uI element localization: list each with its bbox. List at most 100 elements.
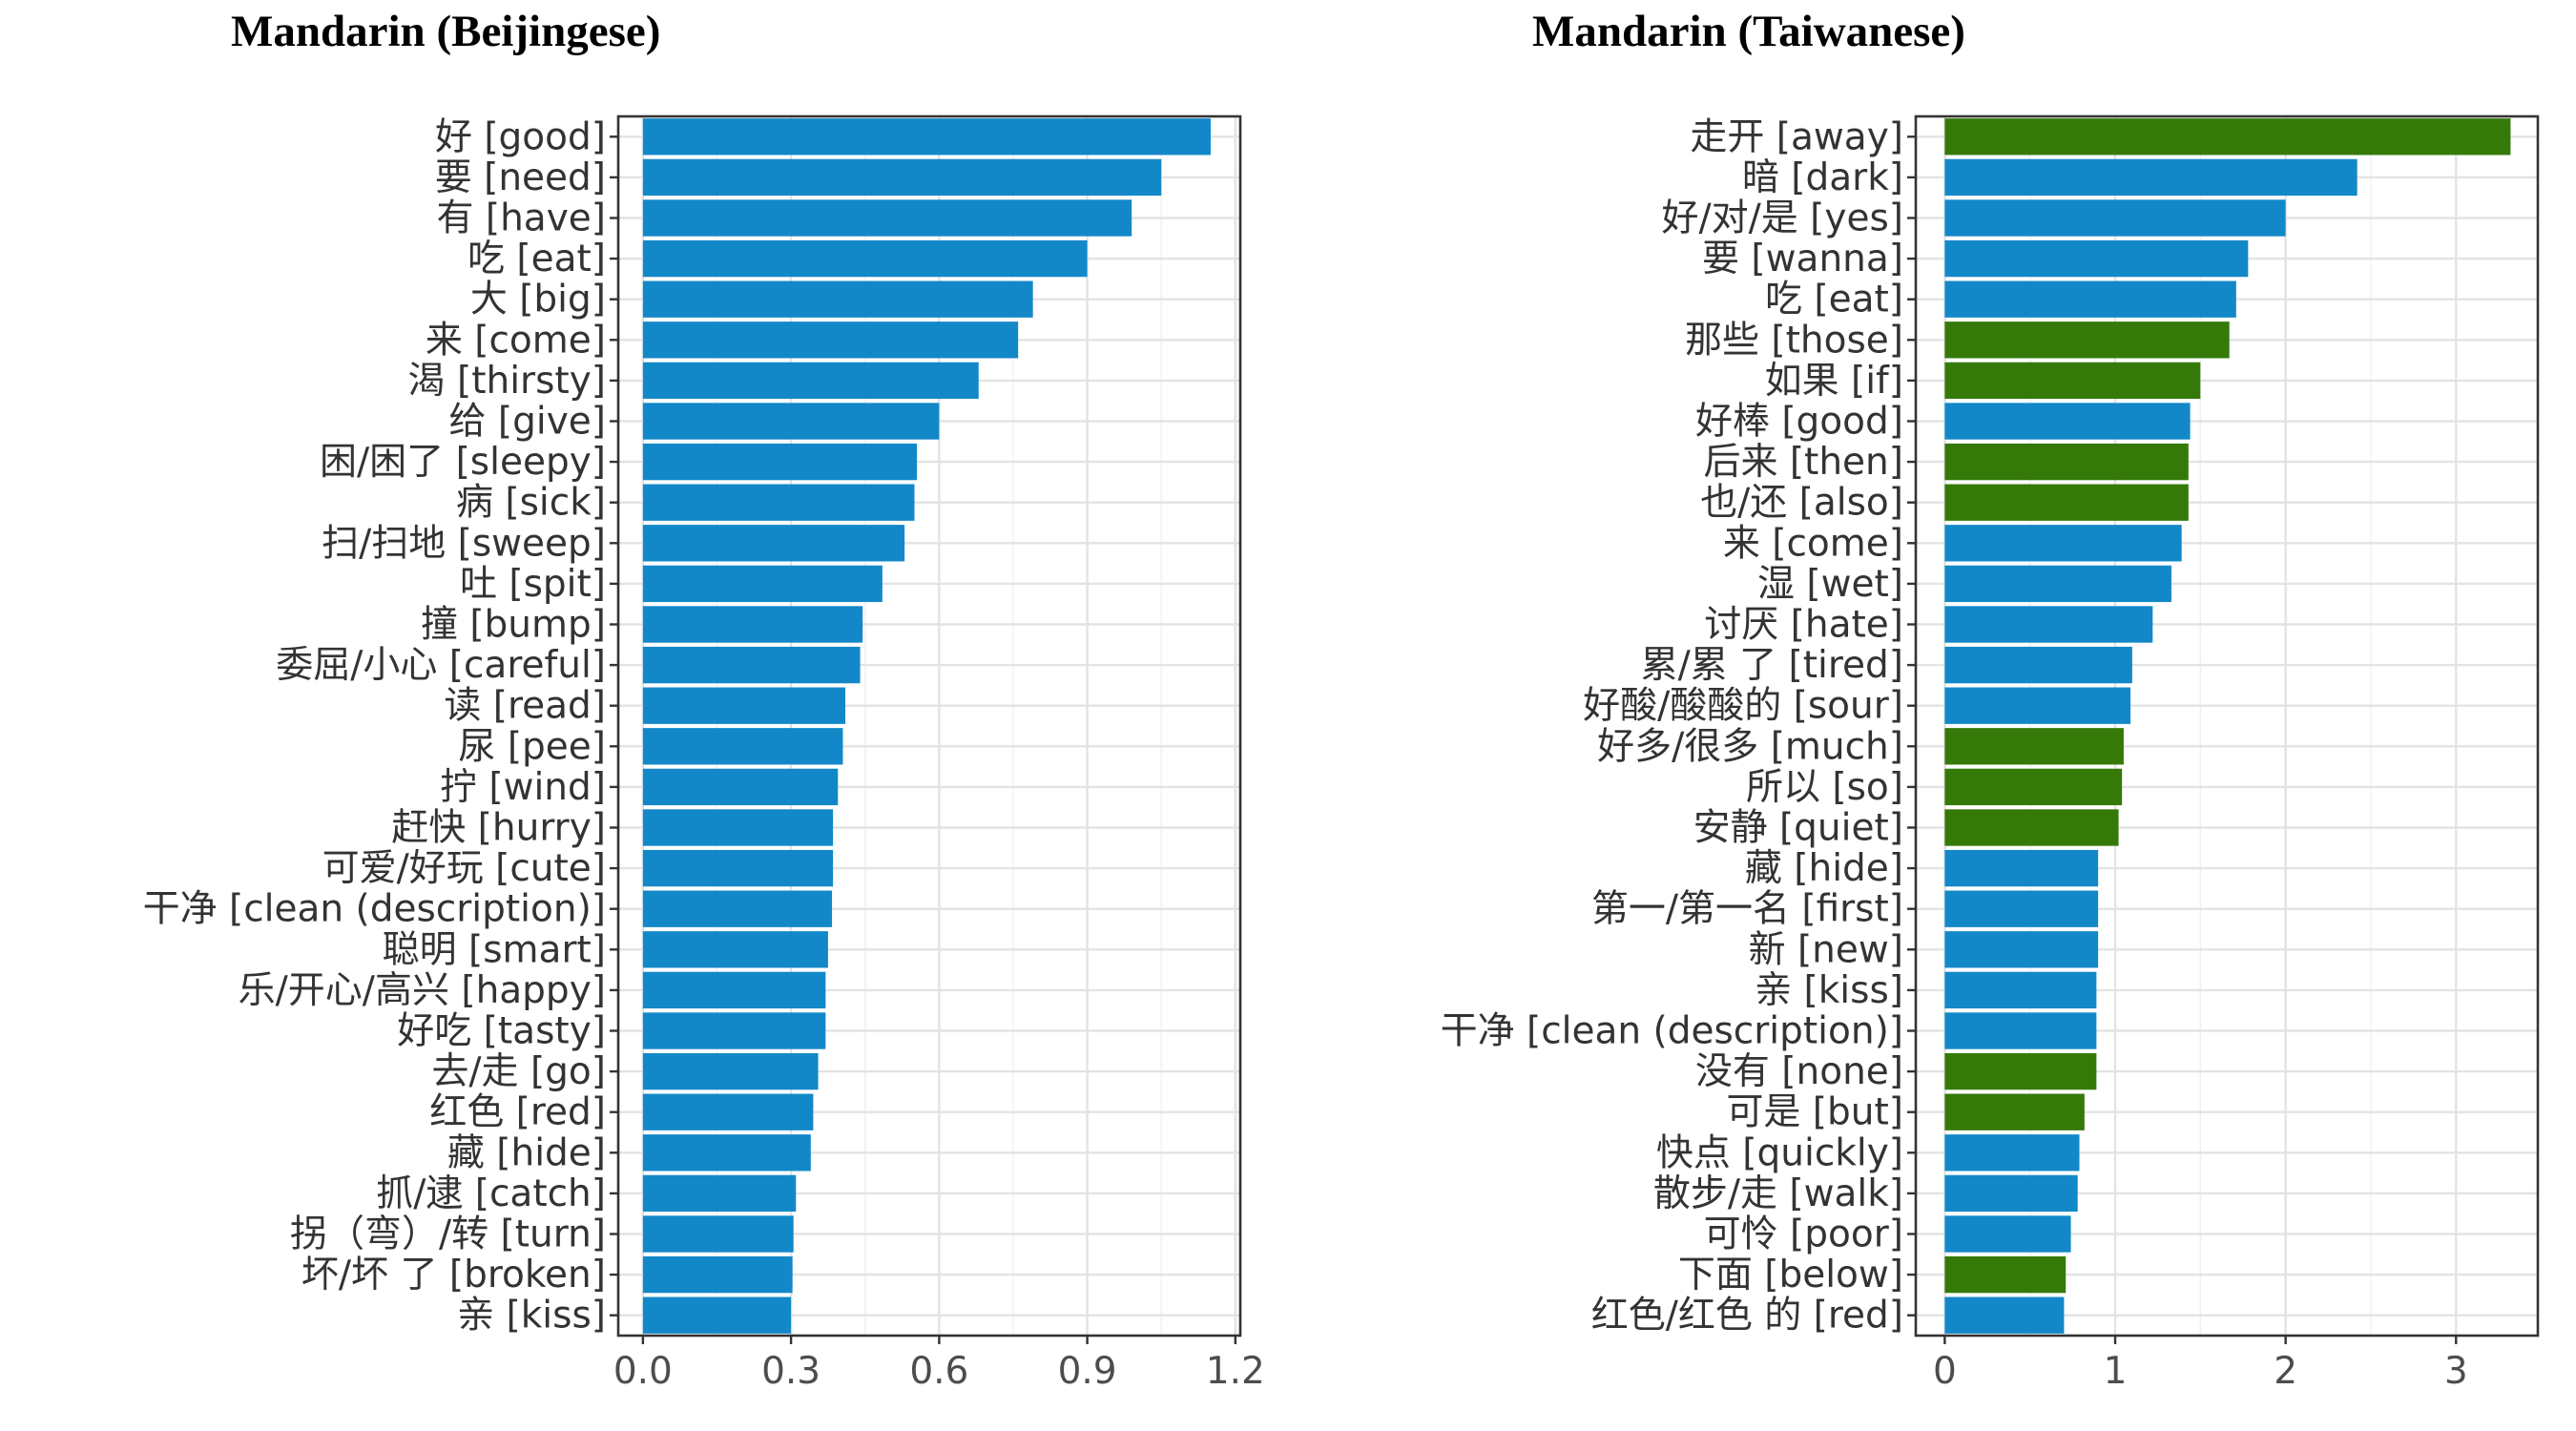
category-label: 大 [big] — [470, 279, 606, 321]
x-tick-label: 0.3 — [761, 1350, 821, 1393]
category-label: 下面 [below] — [1678, 1254, 1903, 1296]
bar — [1944, 443, 2189, 481]
category-label: 赶快 [hurry] — [391, 807, 606, 850]
bar — [1944, 728, 2124, 765]
category-label: 有 [have] — [436, 197, 606, 240]
bar — [1944, 1215, 2071, 1253]
bar — [1944, 1052, 2097, 1090]
bar — [1944, 809, 2119, 846]
bar — [1944, 890, 2099, 927]
category-label: 来 [come] — [1723, 522, 1903, 565]
bar — [1944, 768, 2123, 806]
category-label: 走开 [away] — [1690, 115, 1903, 158]
panel-border — [1914, 114, 2540, 1338]
bar — [1944, 1012, 2097, 1049]
bar — [642, 199, 1132, 237]
x-tick-label: 2 — [2274, 1350, 2297, 1393]
bar — [642, 1296, 792, 1334]
bar — [1944, 484, 2189, 521]
category-label: 好棒 [good] — [1695, 401, 1903, 444]
bar — [642, 280, 1033, 318]
bar — [642, 931, 828, 968]
category-label: 可是 [but] — [1726, 1091, 1903, 1134]
category-label: 红色 [red] — [429, 1091, 606, 1134]
bar — [1944, 971, 2097, 1009]
panel-title-beijingese: Mandarin (Beijingese) — [231, 7, 660, 56]
category-label: 安静 [quiet] — [1693, 807, 1903, 850]
bar — [642, 728, 843, 765]
bar — [1944, 403, 2191, 440]
category-label: 给 [give] — [449, 401, 607, 444]
bar — [1944, 362, 2201, 400]
category-label: 后来 [then] — [1703, 441, 1903, 484]
bar — [642, 525, 905, 562]
bar — [642, 646, 861, 684]
category-label: 好/对/是 [yes] — [1661, 197, 1903, 240]
category-label: 拐（弯）/转 [turn] — [290, 1213, 606, 1256]
bar — [1944, 646, 2132, 684]
x-tick-label: 0.6 — [909, 1350, 968, 1393]
category-label: 藏 [hide] — [447, 1131, 606, 1174]
bar — [642, 158, 1162, 197]
bar — [642, 687, 846, 724]
bar — [642, 362, 979, 400]
category-label: 没有 [none] — [1695, 1050, 1903, 1093]
category-label: 要 [wanna] — [1702, 238, 1903, 280]
bar — [642, 443, 918, 481]
bar — [642, 809, 834, 846]
x-tick-label: 0.0 — [613, 1350, 673, 1393]
category-label: 散步/走 [walk] — [1653, 1172, 1903, 1215]
panel-border — [616, 114, 1242, 1338]
bar — [1944, 199, 2286, 237]
panel-beijingese: Mandarin (Beijingese) 好 [good]要 [need]有 … — [143, 7, 1265, 1393]
category-label: 抓/逮 [catch] — [376, 1172, 606, 1215]
bar — [1944, 239, 2249, 278]
category-label: 新 [new] — [1749, 928, 1903, 971]
category-label: 那些 [those] — [1685, 319, 1903, 362]
category-label: 所以 [so] — [1746, 766, 1903, 809]
category-label: 来 [come] — [426, 319, 606, 362]
category-label: 聪明 [smart] — [383, 928, 606, 971]
bar — [642, 890, 833, 927]
panel-taiwanese: Mandarin (Taiwanese) 走开 [away]暗 [dark]好/… — [1441, 7, 2540, 1393]
category-label: 尿 [pee] — [458, 725, 606, 768]
bar — [1944, 1134, 2080, 1172]
bar — [642, 1012, 826, 1049]
category-label: 吃 [eat] — [1765, 279, 1903, 321]
bar — [642, 403, 940, 440]
category-label: 如果 [if] — [1765, 360, 1903, 403]
bar — [1944, 158, 2358, 197]
category-label: 读 [read] — [444, 685, 606, 728]
category-label: 委屈/小心 [careful] — [276, 644, 606, 687]
x-tick-label: 3 — [2444, 1350, 2468, 1393]
bar — [1944, 525, 2182, 562]
category-label: 渴 [thirsty] — [408, 360, 606, 403]
x-tick-label: 1.2 — [1206, 1350, 1265, 1393]
category-label: 病 [sick] — [456, 482, 606, 525]
bar — [1944, 687, 2131, 724]
category-label: 湿 [wet] — [1757, 563, 1903, 606]
category-label: 乐/开心/高兴 [happy] — [239, 969, 606, 1012]
bar — [642, 565, 883, 603]
bar — [642, 971, 826, 1009]
category-label: 第一/第一名 [first] — [1591, 888, 1903, 931]
category-label: 快点 [quickly] — [1656, 1131, 1903, 1174]
panel-title-taiwanese: Mandarin (Taiwanese) — [1532, 7, 1965, 56]
category-label: 可爱/好玩 [cute] — [322, 847, 606, 890]
bar — [1944, 1174, 2078, 1213]
bar — [642, 118, 1211, 156]
category-label: 吐 [spit] — [460, 563, 606, 606]
bar — [1944, 1296, 2065, 1334]
category-label: 可怜 [poor] — [1704, 1213, 1903, 1256]
bar — [642, 1174, 797, 1213]
bar — [642, 1093, 814, 1130]
category-label: 累/累 了 [tired] — [1641, 644, 1903, 687]
bar — [1944, 849, 2099, 887]
x-tick-label: 0.9 — [1058, 1350, 1117, 1393]
bar — [642, 321, 1019, 359]
bar — [1944, 118, 2511, 156]
category-label: 撞 [bump] — [421, 604, 606, 647]
bar — [1944, 280, 2236, 318]
category-label: 拧 [wind] — [440, 766, 606, 809]
